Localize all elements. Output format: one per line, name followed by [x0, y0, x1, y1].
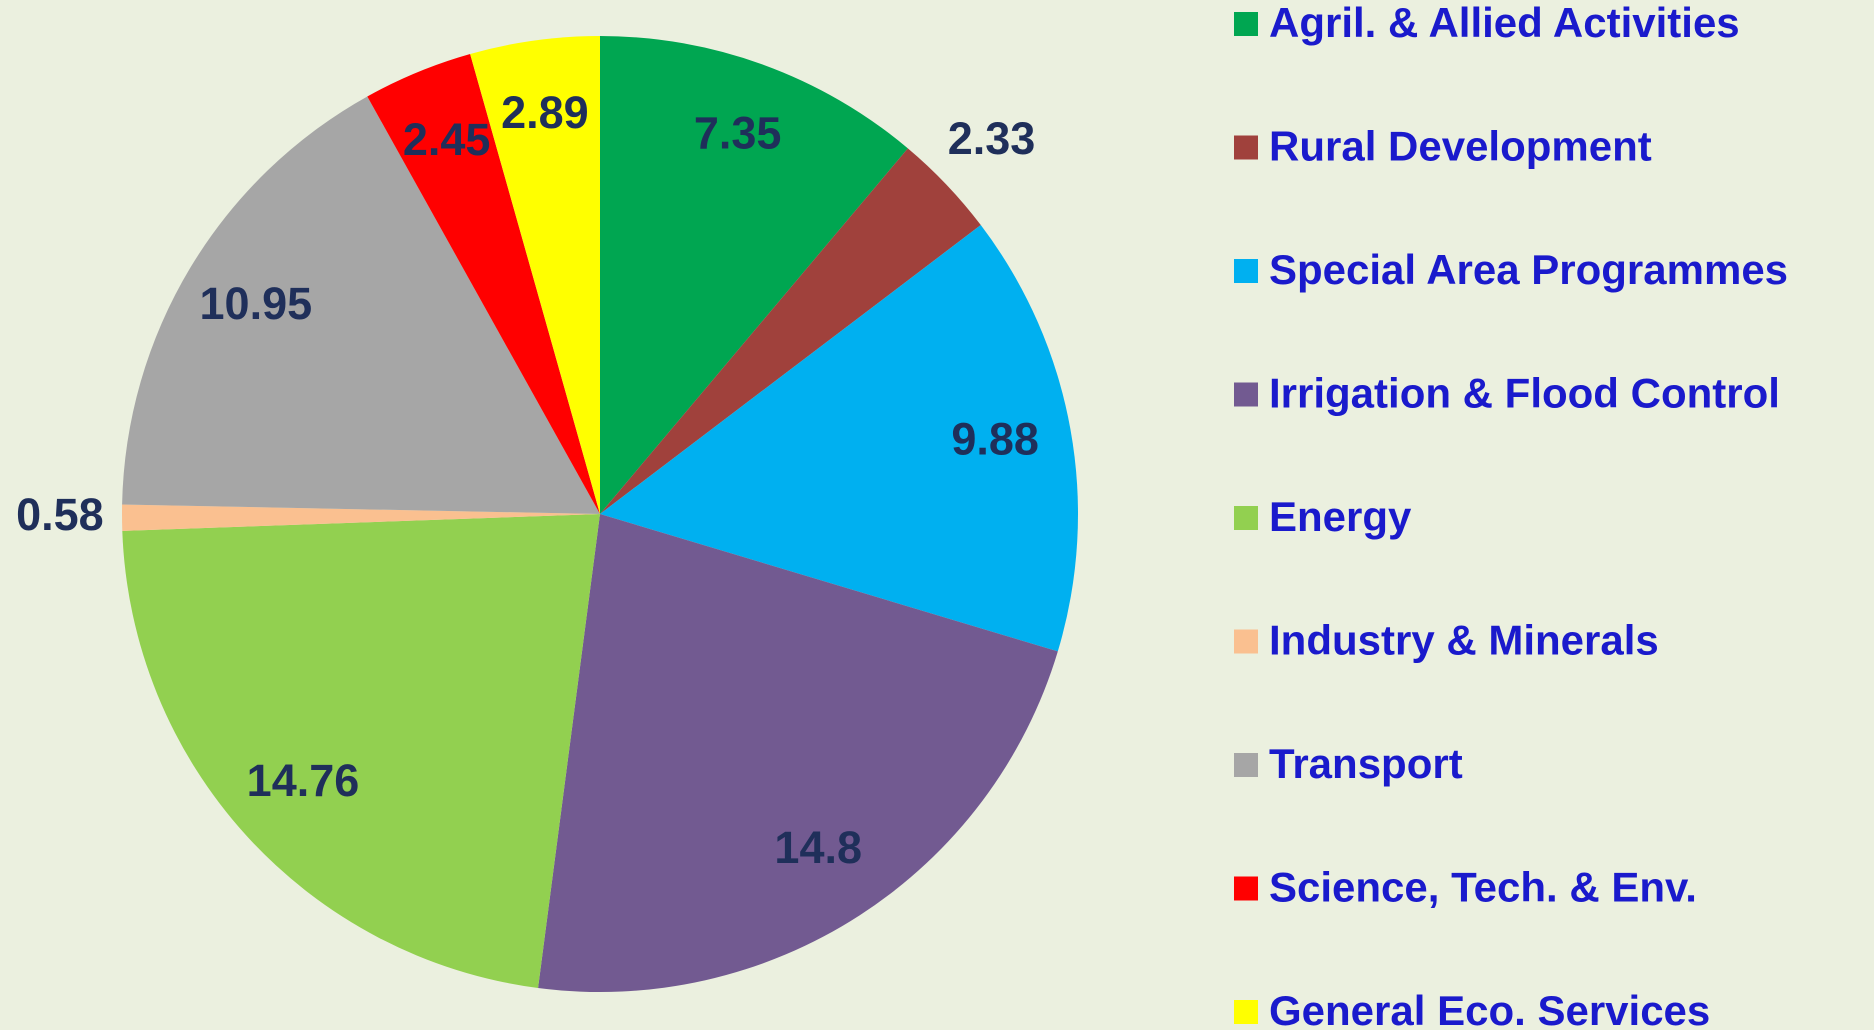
legend-swatch — [1234, 506, 1258, 530]
legend-label: Transport — [1269, 740, 1463, 787]
legend-swatch — [1234, 753, 1258, 777]
legend-swatch — [1234, 876, 1258, 901]
data-label: 2.33 — [948, 113, 1036, 164]
legend-swatch — [1234, 135, 1258, 160]
data-label: 7.35 — [694, 108, 782, 159]
legend-swatch — [1234, 12, 1258, 36]
data-label: 14.76 — [247, 755, 360, 806]
legend-label: General Eco. Services — [1269, 987, 1710, 1030]
legend-swatch — [1234, 259, 1258, 283]
data-label: 2.89 — [501, 87, 589, 138]
pie-slice — [600, 148, 981, 514]
data-label: 9.88 — [951, 413, 1039, 464]
legend-swatch — [1234, 1000, 1258, 1024]
pie-slice — [122, 514, 601, 988]
data-label: 0.58 — [16, 489, 104, 540]
legend-label: Agril. & Allied Activities — [1269, 0, 1740, 46]
legend-swatch — [1234, 629, 1258, 654]
data-label: 14.8 — [774, 822, 862, 873]
legend-swatch — [1234, 382, 1258, 407]
legend-label: Rural Development — [1269, 123, 1652, 170]
pie-slice — [600, 36, 908, 514]
pie-slice — [367, 53, 600, 515]
data-label: 10.95 — [200, 278, 313, 329]
pie-slice — [122, 504, 601, 531]
pie-slice — [600, 225, 1078, 652]
data-label: 2.45 — [403, 114, 491, 165]
pie-slice — [122, 96, 600, 514]
pie-slice — [538, 514, 1058, 992]
legend-label: Science, Tech. & Env. — [1269, 864, 1697, 911]
legend-label: Special Area Programmes — [1269, 246, 1788, 293]
legend-label: Irrigation & Flood Control — [1269, 370, 1780, 417]
pie-slice — [470, 36, 600, 514]
legend-label: Industry & Minerals — [1269, 617, 1659, 664]
legend-label: Energy — [1269, 493, 1412, 540]
